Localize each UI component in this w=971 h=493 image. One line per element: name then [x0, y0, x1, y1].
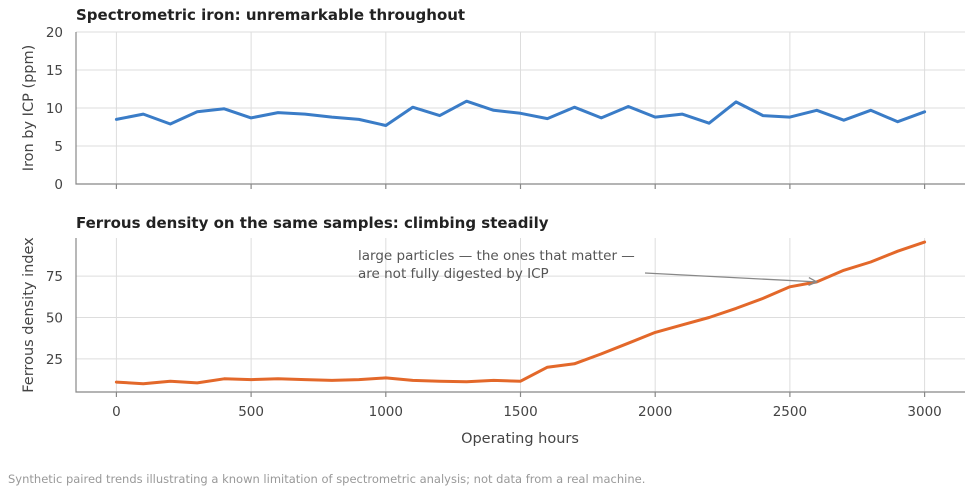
x-tick-label: 1500 — [503, 404, 537, 420]
x-tick-label: 3000 — [907, 404, 941, 420]
footnote: Synthetic paired trends illustrating a k… — [8, 472, 646, 486]
x-axis-label: Operating hours — [461, 431, 579, 447]
x-tick-label: 0 — [112, 404, 121, 420]
iron-panel-gridlines — [76, 31, 965, 184]
y-tick-label: 15 — [46, 63, 63, 79]
y-tick-label: 20 — [46, 25, 63, 41]
ferrous-panel-y-ticks: 25 50 75 — [46, 269, 63, 368]
ferrous-panel-axes — [75, 238, 965, 393]
ferrous-panel-x-ticks: 0 500 1000 1500 2000 2500 3000 — [112, 392, 942, 420]
annotation-line-2: are not fully digested by ICP — [358, 266, 549, 282]
x-tick-label: 2000 — [638, 404, 672, 420]
ferrous-panel-title: Ferrous density on the same samples: cli… — [76, 214, 549, 232]
annotation: large particles — the ones that matter —… — [358, 248, 819, 286]
annotation-arrow — [644, 272, 817, 283]
ferrous-panel-gridlines — [76, 238, 965, 392]
y-tick-label: 10 — [46, 101, 63, 117]
y-tick-label: 25 — [46, 352, 63, 368]
x-tick-label: 500 — [238, 404, 264, 420]
iron-y-axis-label: Iron by ICP (ppm) — [21, 45, 37, 172]
y-tick-label: 50 — [46, 310, 63, 326]
y-tick-label: 5 — [54, 139, 63, 155]
annotation-line-1: large particles — the ones that matter — — [358, 248, 635, 264]
iron-panel: Spectrometric iron: unremarkable through… — [21, 6, 965, 193]
ferrous-y-axis-label: Ferrous density index — [21, 237, 37, 393]
iron-panel-axes — [75, 32, 965, 185]
iron-panel-title: Spectrometric iron: unremarkable through… — [76, 6, 465, 24]
ferrous-series-line — [114, 240, 927, 386]
ferrous-panel: Ferrous density on the same samples: cli… — [21, 214, 965, 447]
y-tick-label: 0 — [54, 177, 63, 193]
iron-panel-y-ticks: 0 5 10 15 20 — [46, 25, 63, 193]
x-tick-label: 2500 — [773, 404, 807, 420]
y-tick-label: 75 — [46, 269, 63, 285]
iron-series-line — [114, 99, 927, 127]
x-tick-label: 1000 — [369, 404, 403, 420]
annotation-arrowhead — [808, 277, 819, 286]
iron-panel-x-tickmarks — [115, 184, 926, 189]
